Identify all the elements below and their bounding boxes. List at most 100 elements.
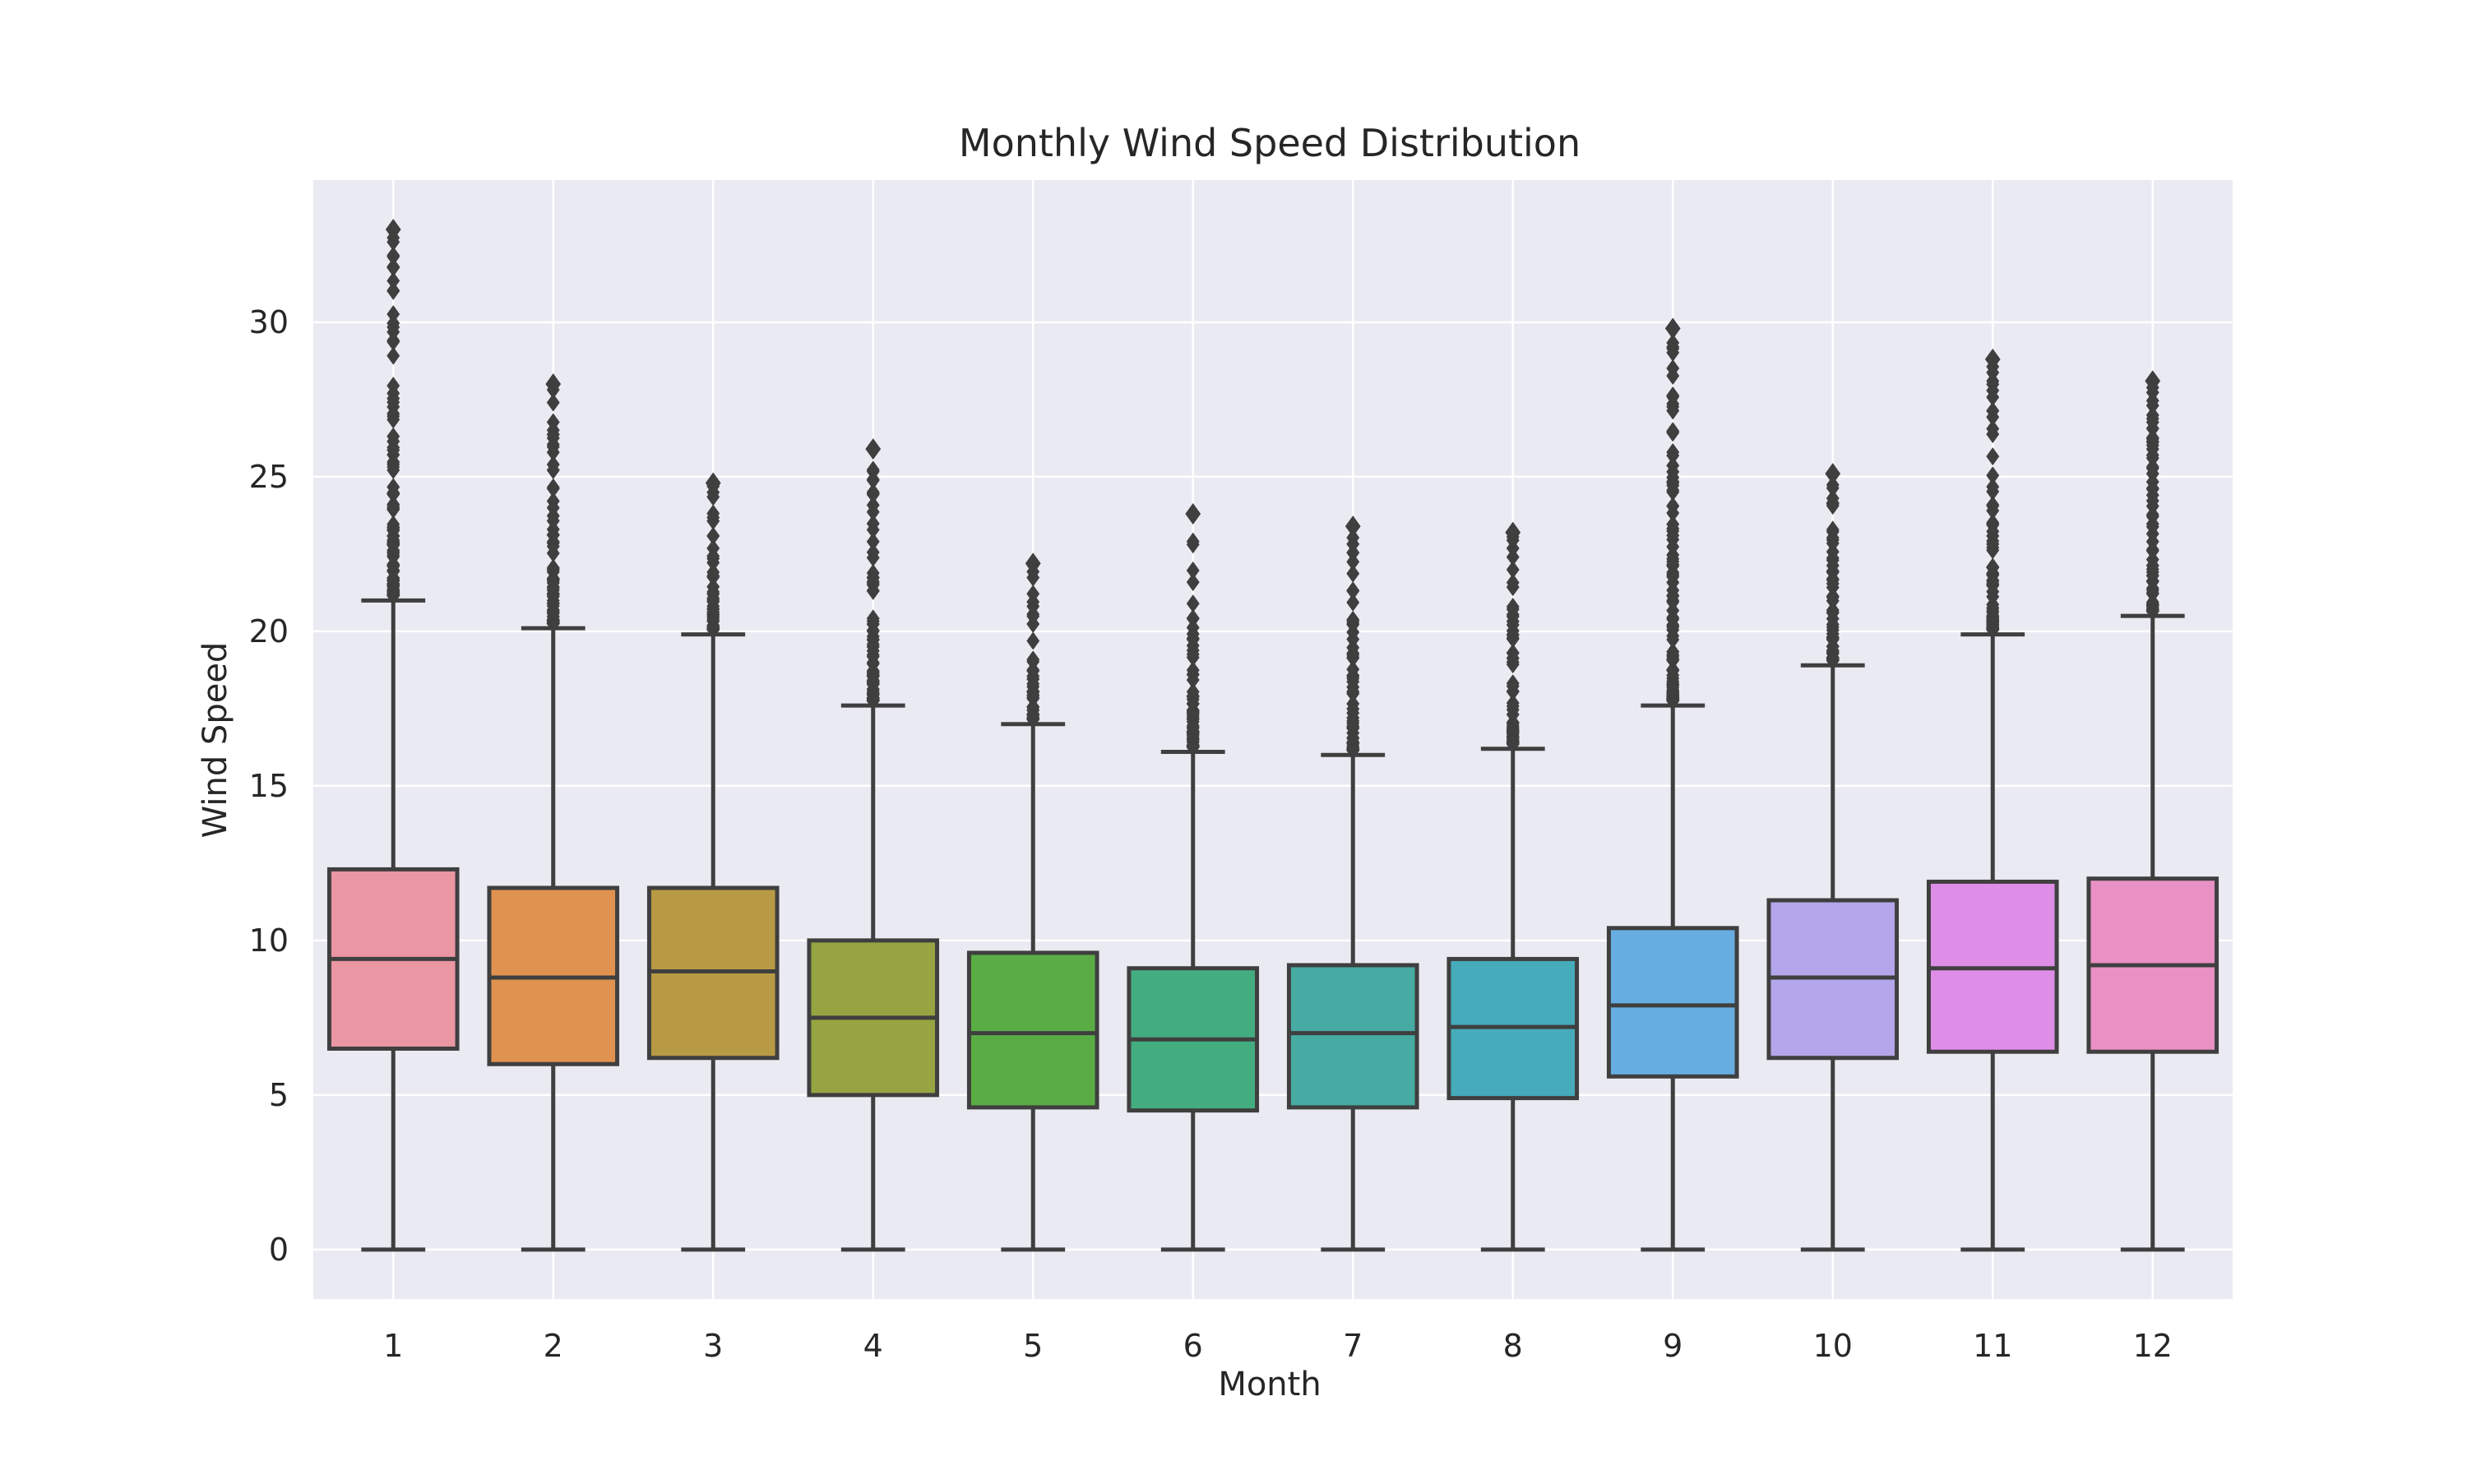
outlier-point	[1186, 573, 1200, 592]
outlier-point	[1346, 741, 1360, 760]
outlier-point	[1826, 548, 1840, 567]
outlier-point	[1506, 697, 1520, 716]
outlier-max-point	[865, 438, 882, 460]
outlier-point	[2145, 409, 2159, 428]
outlier-point	[866, 626, 880, 645]
box-month-10	[1766, 463, 1900, 1252]
outlier-point	[1186, 705, 1200, 724]
outlier-point	[2145, 383, 2159, 402]
outlier-point	[1666, 456, 1680, 475]
outlier-point	[1666, 685, 1680, 704]
outlier-point	[386, 582, 400, 601]
outlier-point	[1986, 587, 2000, 606]
outlier-point	[386, 484, 400, 503]
y-tick-label: 0	[269, 1232, 289, 1268]
outlier-point	[1986, 425, 2000, 444]
outlier-point	[866, 548, 880, 567]
outlier-max-point	[1185, 503, 1201, 525]
outlier-point	[866, 514, 880, 533]
outlier-point	[1346, 564, 1360, 583]
outlier-point	[1986, 372, 2000, 391]
outlier-point	[2145, 550, 2159, 569]
outlier-point	[1666, 591, 1680, 610]
box-month-3	[646, 472, 780, 1252]
outlier-point	[1186, 737, 1200, 756]
outlier-point	[1026, 650, 1040, 669]
iqr-box	[966, 950, 1099, 1110]
outlier-point	[706, 583, 720, 602]
outlier-point	[1506, 674, 1520, 693]
outlier-point	[546, 455, 560, 474]
outlier-point	[1986, 478, 2000, 497]
outlier-point	[1666, 537, 1680, 556]
outlier-point	[1986, 388, 2000, 407]
outlier-point	[1186, 561, 1200, 580]
outlier-point	[1826, 493, 1840, 512]
x-tick-label: 9	[1663, 1328, 1682, 1364]
outlier-max-point	[1984, 349, 2001, 371]
outlier-point	[546, 569, 560, 588]
iqr-box	[1606, 926, 1739, 1079]
outlier-point	[546, 421, 560, 440]
outlier-point	[2145, 597, 2159, 616]
outlier-point	[1666, 497, 1680, 515]
box-month-4	[807, 438, 940, 1252]
outlier-point	[1506, 560, 1520, 579]
outlier-point	[1986, 466, 2000, 485]
outlier-point	[1666, 515, 1680, 534]
x-tick-label: 12	[2133, 1328, 2173, 1364]
outlier-point	[386, 346, 400, 365]
outlier-point	[706, 508, 720, 527]
outlier-point	[1506, 573, 1520, 592]
outlier-point	[866, 483, 880, 502]
outlier-point	[386, 527, 400, 546]
outlier-point	[546, 511, 560, 530]
outlier-point	[1666, 386, 1680, 405]
boxes	[326, 219, 2219, 1252]
x-tick-label: 6	[1183, 1328, 1203, 1364]
x-tick-label: 11	[1973, 1328, 2012, 1364]
outlier-point	[1026, 568, 1040, 587]
box-month-1	[326, 219, 460, 1252]
box-month-6	[1127, 503, 1260, 1252]
box-month-8	[1446, 521, 1580, 1252]
outlier-point	[546, 435, 560, 454]
outlier-point	[2145, 449, 2159, 468]
outlier-point	[2145, 515, 2159, 534]
outlier-point	[546, 585, 560, 604]
outlier-point	[546, 558, 560, 577]
outlier-point	[386, 247, 400, 266]
outlier-point	[1666, 573, 1680, 592]
outlier-point	[706, 603, 720, 622]
outlier-point	[386, 571, 400, 590]
outlier-point	[2145, 581, 2159, 600]
y-axis-label: Wind Speed	[197, 642, 234, 839]
outlier-point	[386, 497, 400, 516]
y-tick-label: 5	[269, 1077, 289, 1113]
x-tick-label: 1	[383, 1328, 403, 1364]
outlier-point	[1186, 694, 1200, 713]
outlier-max-point	[1825, 463, 1841, 485]
outlier-point	[386, 281, 400, 300]
box-month-5	[966, 552, 1099, 1252]
outlier-point	[386, 305, 400, 324]
outlier-point	[1986, 497, 2000, 515]
outlier-point	[546, 543, 560, 562]
outlier-point	[1666, 343, 1680, 362]
outlier-point	[866, 654, 880, 673]
outlier-point	[1186, 723, 1200, 742]
box-month-2	[487, 373, 620, 1252]
outlier-point	[1826, 591, 1840, 610]
box-month-7	[1286, 515, 1419, 1252]
outlier-point	[866, 614, 880, 633]
outlier-point	[1506, 630, 1520, 649]
outlier-point	[866, 667, 880, 686]
outlier-point	[1666, 442, 1680, 461]
outlier-point	[1026, 689, 1040, 708]
outlier-point	[1826, 562, 1840, 581]
y-axis-ticks: 0 5 10 15 20 25 30	[249, 304, 289, 1268]
x-tick-label: 10	[1813, 1328, 1853, 1364]
outlier-point	[386, 257, 400, 276]
y-tick-label: 20	[249, 613, 289, 650]
outlier-point	[546, 613, 560, 631]
